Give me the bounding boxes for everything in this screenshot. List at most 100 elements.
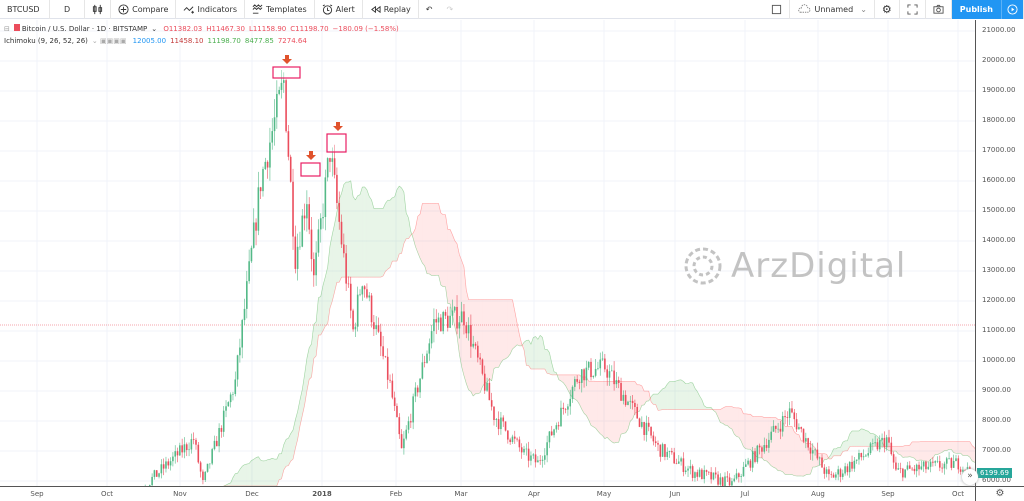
- candle: [950, 458, 953, 468]
- span-a-line: [895, 450, 899, 455]
- candle: [179, 445, 181, 456]
- span-a-line: [503, 358, 506, 361]
- span-b-line: [281, 469, 285, 480]
- chart-settings-button[interactable]: ⚙: [975, 486, 1024, 501]
- candle: [779, 428, 782, 432]
- span-a-line: [583, 413, 587, 416]
- span-a-line: [311, 324, 315, 345]
- candle: [608, 371, 611, 378]
- price-chart[interactable]: [0, 20, 975, 486]
- span-a-line: [512, 346, 515, 350]
- snapshot-button[interactable]: [926, 0, 952, 19]
- candle: [911, 468, 913, 470]
- layout-name-button[interactable]: Unnamed ⌄: [790, 0, 875, 19]
- ichimoku-cloud: [595, 381, 598, 432]
- time-tick: Aug: [811, 490, 825, 498]
- time-axis[interactable]: Sep Oct Nov Dec 2018 Feb Mar Apr May Jun Jul Aug Sep…: [0, 486, 975, 501]
- candle: [742, 466, 745, 477]
- ichimoku-cloud: [452, 234, 455, 327]
- ichimoku-cloud: [863, 429, 866, 447]
- ichimoku-cloud: [641, 385, 645, 406]
- span-a-line: [283, 439, 287, 445]
- span-a-line: [350, 180, 354, 197]
- span-a-line: [530, 337, 534, 345]
- indicator-title[interactable]: Ichimoku (9, 26, 52, 26): [4, 37, 88, 45]
- candle: [206, 463, 209, 472]
- price-axis[interactable]: 21000.00 20000.00 19000.00 18000.00 17000.00…: [975, 20, 1024, 486]
- compare-button[interactable]: Compare: [111, 0, 177, 19]
- candle: [869, 443, 872, 454]
- ichimoku-cloud: [526, 339, 529, 366]
- settings-button[interactable]: ⚙: [875, 0, 900, 19]
- span-b-line: [463, 266, 467, 290]
- candle: [594, 368, 597, 376]
- symbol-search[interactable]: BTCUSD: [0, 0, 50, 19]
- span-b-line: [419, 203, 423, 215]
- close-value: C11198.70: [290, 25, 329, 33]
- redo-button[interactable]: ↷: [439, 0, 460, 19]
- span-a-line: [281, 444, 285, 454]
- play-button[interactable]: [1001, 0, 1024, 19]
- publish-button[interactable]: Publish: [951, 0, 1001, 19]
- candle: [195, 439, 197, 445]
- ichimoku-cloud: [923, 441, 926, 462]
- candle: [724, 476, 726, 486]
- span-a-line: [639, 405, 643, 412]
- span-a-line: [697, 391, 700, 396]
- replay-button[interactable]: Replay: [363, 0, 419, 19]
- candle: [169, 461, 172, 466]
- span-a-line: [255, 456, 259, 458]
- candle: [190, 439, 193, 450]
- fullscreen-button[interactable]: [900, 0, 926, 19]
- ichimoku-cloud: [258, 456, 261, 486]
- ichimoku-cloud: [688, 382, 691, 410]
- span-b-line: [387, 267, 391, 270]
- interval-button[interactable]: D: [50, 0, 86, 19]
- indicator-controls[interactable]: ⌄ ▣▣▣▣: [91, 37, 127, 45]
- ichimoku-cloud: [801, 440, 804, 477]
- scroll-to-realtime-button[interactable]: »: [962, 469, 978, 485]
- ichimoku-cloud: [803, 440, 806, 477]
- indicators-button[interactable]: Indicators: [176, 0, 245, 19]
- span-a-line: [295, 411, 298, 420]
- alert-button[interactable]: Alert: [315, 0, 363, 19]
- span-b-line: [403, 238, 407, 244]
- span-a-line: [454, 326, 458, 336]
- candle: [666, 451, 669, 457]
- span-a-line: [780, 470, 783, 473]
- chevron-down-icon[interactable]: ⌄: [151, 25, 158, 33]
- span-a-line: [814, 465, 818, 468]
- span-a-line: [974, 461, 975, 463]
- candle: [694, 472, 696, 478]
- candle: [952, 461, 955, 468]
- span-a-line: [660, 388, 663, 392]
- span-a-line: [505, 356, 509, 360]
- chart-type-button[interactable]: [85, 0, 112, 19]
- gear-icon: ⚙: [995, 488, 1005, 499]
- span-b-line: [417, 213, 421, 217]
- span-b-line: [286, 465, 289, 467]
- symbol-title[interactable]: Bitcoin / U.S. Dollar · 1D · BITSTAMP: [21, 25, 148, 33]
- ichimoku-cloud: [560, 374, 564, 383]
- span-a-line: [368, 196, 372, 201]
- price-tick: 16000.00: [982, 176, 1016, 184]
- ichimoku-cloud: [974, 447, 975, 463]
- select-checkbox[interactable]: [764, 0, 791, 19]
- undo-button[interactable]: ↶: [419, 0, 440, 19]
- span-a-line: [308, 343, 312, 348]
- templates-button[interactable]: Templates: [245, 0, 315, 19]
- ichimoku-cloud: [775, 417, 779, 471]
- span-a-line: [771, 465, 774, 468]
- candle: [449, 315, 451, 328]
- time-tick: Jul: [740, 490, 750, 498]
- candle: [784, 416, 786, 418]
- ichimoku-cloud: [438, 203, 441, 286]
- ichimoku-cloud: [736, 407, 739, 438]
- collapse-icon[interactable]: ⊟: [4, 25, 10, 33]
- ichimoku-cloud: [364, 186, 367, 278]
- ichimoku-cloud: [584, 376, 587, 416]
- span-a-line: [334, 211, 338, 224]
- candle: [412, 396, 414, 423]
- span-a-line: [632, 413, 636, 420]
- span-a-line: [239, 466, 243, 470]
